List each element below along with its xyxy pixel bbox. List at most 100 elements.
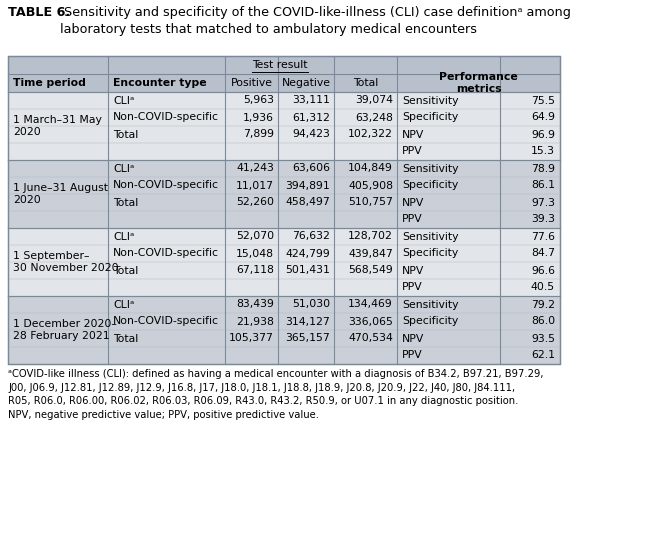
Text: Time period: Time period — [13, 78, 86, 88]
Text: 11,017: 11,017 — [236, 181, 274, 190]
Text: Sensitivity: Sensitivity — [402, 163, 459, 173]
Text: 78.9: 78.9 — [531, 163, 555, 173]
Text: NPV: NPV — [402, 266, 424, 275]
Text: Negative: Negative — [282, 78, 331, 88]
Text: CLIᵃ: CLIᵃ — [113, 95, 134, 105]
Text: 128,702: 128,702 — [348, 231, 393, 242]
Text: 7,899: 7,899 — [243, 130, 274, 140]
Text: PPV: PPV — [402, 283, 422, 293]
Text: 67,118: 67,118 — [236, 266, 274, 275]
Text: 61,312: 61,312 — [292, 113, 330, 123]
Text: 1 March–31 May
2020: 1 March–31 May 2020 — [13, 115, 102, 137]
Text: Positive: Positive — [231, 78, 273, 88]
Text: Non-COVID-specific: Non-COVID-specific — [113, 316, 219, 326]
Text: Performance
metrics: Performance metrics — [439, 72, 518, 94]
Text: 510,757: 510,757 — [348, 198, 393, 208]
Text: 86.1: 86.1 — [531, 181, 555, 190]
Bar — [8, 160, 560, 228]
Text: 77.6: 77.6 — [531, 231, 555, 242]
Text: 51,030: 51,030 — [292, 300, 330, 310]
Bar — [8, 56, 560, 364]
Text: Non-COVID-specific: Non-COVID-specific — [113, 248, 219, 258]
Text: 134,469: 134,469 — [348, 300, 393, 310]
Text: 76,632: 76,632 — [292, 231, 330, 242]
Text: 568,549: 568,549 — [348, 266, 393, 275]
Text: 1 September–
30 November 2020: 1 September– 30 November 2020 — [13, 251, 119, 273]
Text: Total: Total — [113, 266, 138, 275]
Text: 15,048: 15,048 — [236, 248, 274, 258]
Text: 21,938: 21,938 — [236, 316, 274, 326]
Text: 52,070: 52,070 — [236, 231, 274, 242]
Text: 96.9: 96.9 — [531, 130, 555, 140]
Text: PPV: PPV — [402, 215, 422, 225]
Text: 41,243: 41,243 — [236, 163, 274, 173]
Text: 1,936: 1,936 — [243, 113, 274, 123]
Text: 1 December 2020–
28 February 2021: 1 December 2020– 28 February 2021 — [13, 319, 117, 341]
Text: 79.2: 79.2 — [531, 300, 555, 310]
Text: CLIᵃ: CLIᵃ — [113, 300, 134, 310]
Bar — [8, 92, 560, 160]
Text: Sensitivity and specificity of the COVID-like-illness (CLI) case definitionᵃ amo: Sensitivity and specificity of the COVID… — [60, 6, 571, 35]
Text: Sensitivity: Sensitivity — [402, 95, 459, 105]
Text: 84.7: 84.7 — [531, 248, 555, 258]
Text: 104,849: 104,849 — [348, 163, 393, 173]
Text: Total: Total — [353, 78, 378, 88]
Text: 501,431: 501,431 — [285, 266, 330, 275]
Text: 93.5: 93.5 — [531, 333, 555, 343]
Text: Specificity: Specificity — [402, 181, 458, 190]
Text: Sensitivity: Sensitivity — [402, 231, 459, 242]
Text: 105,377: 105,377 — [229, 333, 274, 343]
Text: NPV: NPV — [402, 333, 424, 343]
Text: 62.1: 62.1 — [531, 351, 555, 360]
Text: 39,074: 39,074 — [355, 95, 393, 105]
Text: 83,439: 83,439 — [236, 300, 274, 310]
Text: 1 June–31 August
2020: 1 June–31 August 2020 — [13, 183, 108, 205]
Text: PPV: PPV — [402, 146, 422, 157]
Text: Non-COVID-specific: Non-COVID-specific — [113, 113, 219, 123]
Text: 424,799: 424,799 — [286, 248, 330, 258]
Text: 64.9: 64.9 — [531, 113, 555, 123]
Text: Non-COVID-specific: Non-COVID-specific — [113, 181, 219, 190]
Text: Sensitivity: Sensitivity — [402, 300, 459, 310]
Text: TABLE 6.: TABLE 6. — [8, 6, 70, 19]
Bar — [8, 296, 560, 364]
Text: ᵃCOVID-like illness (CLI): defined as having a medical encounter with a diagnosi: ᵃCOVID-like illness (CLI): defined as ha… — [8, 369, 543, 420]
Text: CLIᵃ: CLIᵃ — [113, 231, 134, 242]
Text: CLIᵃ: CLIᵃ — [113, 163, 134, 173]
Text: 458,497: 458,497 — [286, 198, 330, 208]
Text: 365,157: 365,157 — [286, 333, 330, 343]
Text: 336,065: 336,065 — [348, 316, 393, 326]
Bar — [8, 228, 560, 296]
Text: 470,534: 470,534 — [348, 333, 393, 343]
Text: Total: Total — [113, 130, 138, 140]
Bar — [8, 56, 560, 92]
Text: 15.3: 15.3 — [531, 146, 555, 157]
Text: PPV: PPV — [402, 351, 422, 360]
Text: Encounter type: Encounter type — [113, 78, 207, 88]
Text: 52,260: 52,260 — [236, 198, 274, 208]
Text: 86.0: 86.0 — [531, 316, 555, 326]
Text: 96.6: 96.6 — [531, 266, 555, 275]
Text: NPV: NPV — [402, 130, 424, 140]
Text: 394,891: 394,891 — [286, 181, 330, 190]
Text: 97.3: 97.3 — [531, 198, 555, 208]
Text: NPV: NPV — [402, 198, 424, 208]
Text: 63,606: 63,606 — [292, 163, 330, 173]
Text: Total: Total — [113, 198, 138, 208]
Text: 39.3: 39.3 — [531, 215, 555, 225]
Text: 94,423: 94,423 — [292, 130, 330, 140]
Text: 405,908: 405,908 — [348, 181, 393, 190]
Text: 40.5: 40.5 — [531, 283, 555, 293]
Text: 5,963: 5,963 — [243, 95, 274, 105]
Text: 314,127: 314,127 — [286, 316, 330, 326]
Text: Test result: Test result — [252, 60, 307, 70]
Text: Total: Total — [113, 333, 138, 343]
Text: Specificity: Specificity — [402, 113, 458, 123]
Text: 102,322: 102,322 — [348, 130, 393, 140]
Text: 75.5: 75.5 — [531, 95, 555, 105]
Text: 63,248: 63,248 — [355, 113, 393, 123]
Text: 439,847: 439,847 — [348, 248, 393, 258]
Text: Specificity: Specificity — [402, 316, 458, 326]
Text: 33,111: 33,111 — [292, 95, 330, 105]
Text: Specificity: Specificity — [402, 248, 458, 258]
